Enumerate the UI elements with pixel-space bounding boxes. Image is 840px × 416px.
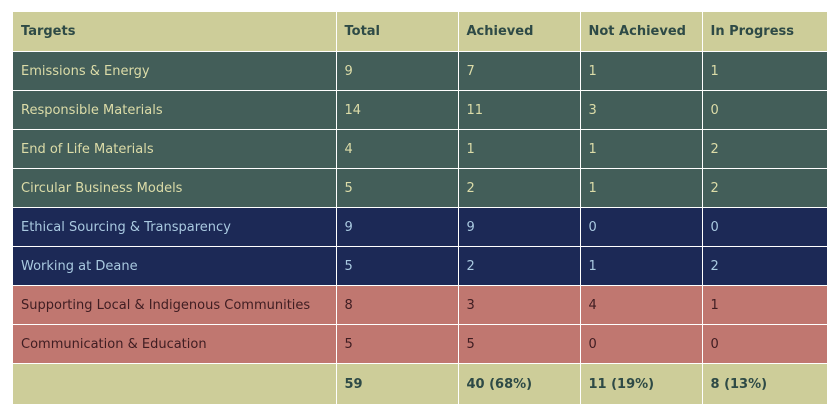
total-cell: 8 [335,285,458,325]
target-name: Supporting Local & Indigenous Communitie… [13,285,336,325]
table-row: Circular Business Models 5 2 1 2 [13,168,827,208]
achieved-cell: 5 [457,324,580,364]
target-name: End of Life Materials [13,129,336,169]
not-achieved-cell: 0 [579,324,702,364]
total-cell: 5 [335,324,458,364]
table-row: Emissions & Energy 9 7 1 1 [13,51,827,91]
not-achieved-cell: 1 [579,129,702,169]
totals-not-achieved: 11 (19%) [579,363,702,404]
header-in-progress: In Progress [701,12,827,52]
achieved-cell: 7 [457,51,580,91]
target-name: Communication & Education [13,324,336,364]
table-row: Supporting Local & Indigenous Communitie… [13,285,827,325]
in-progress-cell: 2 [701,129,827,169]
header-total: Total [335,12,458,52]
not-achieved-cell: 1 [579,51,702,91]
totals-achieved: 40 (68%) [457,363,580,404]
total-cell: 4 [335,129,458,169]
totals-label [13,363,336,404]
not-achieved-cell: 0 [579,207,702,247]
table-row: End of Life Materials 4 1 1 2 [13,129,827,169]
totals-row: 59 40 (68%) 11 (19%) 8 (13%) [13,363,827,404]
in-progress-cell: 1 [701,51,827,91]
header-not-achieved: Not Achieved [579,12,702,52]
table-header-row: Targets Total Achieved Not Achieved In P… [13,12,827,52]
header-achieved: Achieved [457,12,580,52]
table-row: Responsible Materials 14 11 3 0 [13,90,827,130]
total-cell: 9 [335,207,458,247]
not-achieved-cell: 3 [579,90,702,130]
achieved-cell: 11 [457,90,580,130]
target-name: Circular Business Models [13,168,336,208]
table-row: Ethical Sourcing & Transparency 9 9 0 0 [13,207,827,247]
in-progress-cell: 0 [701,90,827,130]
achieved-cell: 1 [457,129,580,169]
total-cell: 5 [335,168,458,208]
target-name: Ethical Sourcing & Transparency [13,207,336,247]
achieved-cell: 2 [457,168,580,208]
table-row: Working at Deane 5 2 1 2 [13,246,827,286]
not-achieved-cell: 4 [579,285,702,325]
targets-table-container: Targets Total Achieved Not Achieved In P… [13,12,827,404]
total-cell: 5 [335,246,458,286]
in-progress-cell: 0 [701,207,827,247]
table-row: Communication & Education 5 5 0 0 [13,324,827,364]
achieved-cell: 9 [457,207,580,247]
in-progress-cell: 2 [701,246,827,286]
targets-table: Targets Total Achieved Not Achieved In P… [13,12,827,404]
target-name: Working at Deane [13,246,336,286]
in-progress-cell: 1 [701,285,827,325]
in-progress-cell: 0 [701,324,827,364]
totals-in-progress: 8 (13%) [701,363,827,404]
total-cell: 14 [335,90,458,130]
in-progress-cell: 2 [701,168,827,208]
achieved-cell: 2 [457,246,580,286]
totals-total: 59 [335,363,458,404]
target-name: Emissions & Energy [13,51,336,91]
not-achieved-cell: 1 [579,246,702,286]
header-targets: Targets [13,12,336,52]
not-achieved-cell: 1 [579,168,702,208]
total-cell: 9 [335,51,458,91]
achieved-cell: 3 [457,285,580,325]
target-name: Responsible Materials [13,90,336,130]
